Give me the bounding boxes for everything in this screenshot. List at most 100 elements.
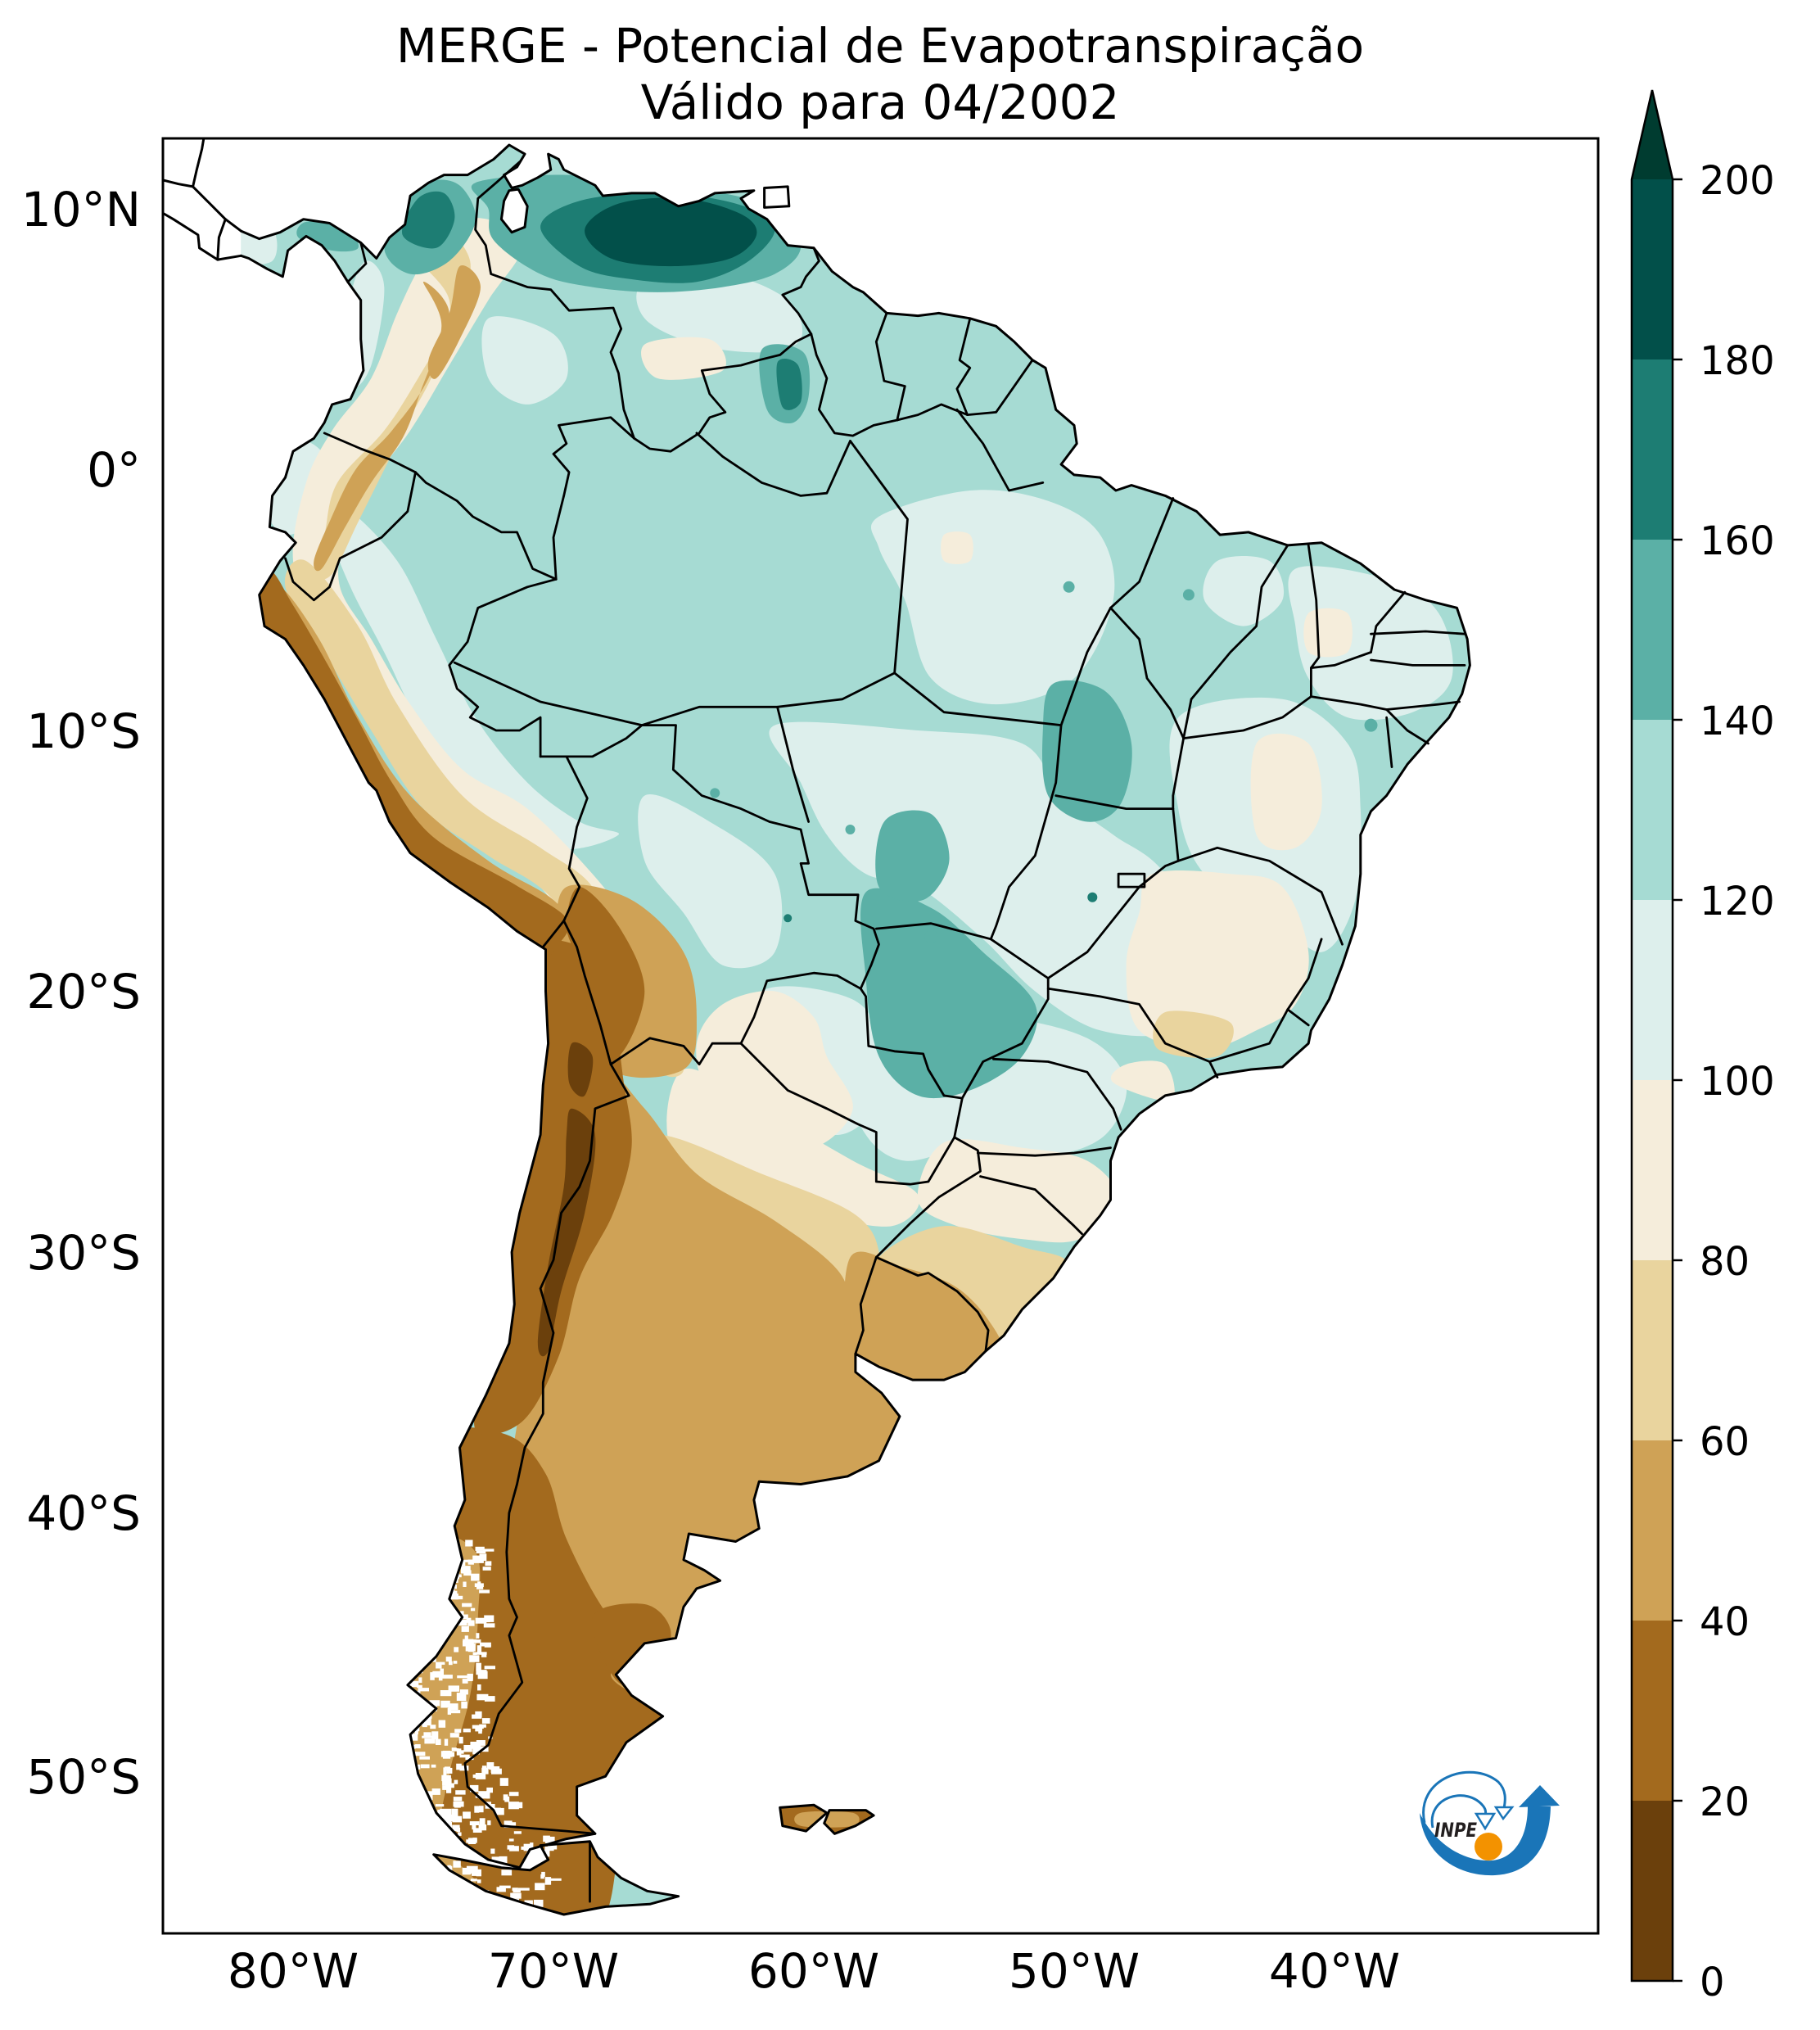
no-data-speckle xyxy=(456,1763,462,1770)
colorbar-tick-label: 60 xyxy=(1700,1419,1750,1465)
no-data-speckle xyxy=(458,1619,467,1626)
country-border xyxy=(854,1256,878,1355)
no-data-speckle xyxy=(476,1879,481,1883)
colorbar-tick-label: 100 xyxy=(1700,1059,1775,1105)
contour-region xyxy=(1250,733,1322,851)
no-data-speckle xyxy=(474,1806,480,1813)
no-data-speckle xyxy=(420,1764,430,1769)
contour-region xyxy=(1126,870,1309,1049)
colorbar-tick-label: 40 xyxy=(1700,1599,1750,1645)
y-tick-label: 50°S xyxy=(26,1749,141,1805)
no-data-speckle xyxy=(432,1671,442,1678)
no-data-speckle xyxy=(477,1684,481,1691)
no-data-speckle xyxy=(508,1822,517,1826)
no-data-speckle xyxy=(491,1856,502,1861)
country-border xyxy=(552,416,635,581)
no-data-speckle xyxy=(476,1652,487,1655)
no-data-speckle xyxy=(479,1818,485,1827)
no-data-speckle xyxy=(455,1595,463,1600)
no-data-speckle xyxy=(487,1820,491,1825)
logo-text: INPE xyxy=(1434,1819,1477,1842)
no-data-speckle xyxy=(467,1838,476,1844)
contour-region xyxy=(769,721,1231,1037)
contour-spot xyxy=(784,914,793,923)
no-data-speckle xyxy=(499,1885,511,1888)
contour-region xyxy=(870,490,1115,705)
contour-region xyxy=(941,531,973,564)
country-border xyxy=(1307,544,1321,669)
coastline-tierra-del-fuego xyxy=(432,1840,680,1916)
no-data-speckle xyxy=(462,1679,468,1684)
coastline-central-america xyxy=(163,179,195,188)
country-border xyxy=(859,987,964,1139)
no-data-speckle xyxy=(440,1815,452,1822)
coastlines xyxy=(163,138,1471,1916)
no-data-speckle xyxy=(449,1733,459,1738)
no-data-speckle xyxy=(472,1725,484,1729)
no-data-speckle xyxy=(472,1714,482,1719)
inpe-logo: INPE xyxy=(1420,1770,1560,1876)
no-data-speckle xyxy=(477,1581,481,1588)
no-data-speckle xyxy=(414,1729,418,1734)
no-data-speckle xyxy=(481,1653,487,1657)
no-data-speckle xyxy=(510,1892,522,1899)
contour-region xyxy=(875,810,950,902)
no-data-speckle xyxy=(507,1845,515,1850)
no-data-speckle xyxy=(476,1662,481,1671)
country-border xyxy=(1310,651,1372,669)
x-axis-labels: 80°W 70°W 60°W 50°W 40°W xyxy=(228,1943,1400,1999)
no-data-speckle xyxy=(496,1887,506,1892)
no-data-speckle xyxy=(421,1718,431,1726)
colorbar-outline xyxy=(1630,89,1674,1983)
island-outline xyxy=(763,185,791,209)
no-data-speckle xyxy=(472,1828,482,1833)
contour-region xyxy=(844,1251,1003,1394)
contour-spot xyxy=(845,825,856,834)
no-data-speckle xyxy=(447,1708,451,1715)
no-data-speckle xyxy=(417,1684,422,1689)
map-frame xyxy=(161,137,1600,1935)
colorbar-segment xyxy=(1632,900,1673,1080)
country-border xyxy=(453,661,644,726)
country-border xyxy=(323,432,417,474)
no-data-speckle xyxy=(407,1682,414,1686)
lake-outline xyxy=(499,188,529,234)
country-border xyxy=(541,920,566,948)
no-data-speckle xyxy=(430,1672,435,1680)
no-data-speckle xyxy=(483,1623,495,1628)
no-data-speckle xyxy=(512,1888,518,1891)
contour-region xyxy=(776,359,802,410)
no-data-speckle xyxy=(459,1689,468,1695)
coastline-central-america xyxy=(163,211,242,261)
country-border xyxy=(1172,737,1185,810)
no-data-speckle xyxy=(476,1693,489,1701)
country-border xyxy=(1172,807,1344,946)
country-border xyxy=(874,1256,990,1353)
contour-region xyxy=(567,1042,594,1097)
no-data-speckle xyxy=(453,1661,458,1664)
colorbar-tick-label: 200 xyxy=(1700,158,1775,204)
country-border xyxy=(992,1057,1122,1131)
country-border xyxy=(1385,716,1393,768)
no-data-speckle xyxy=(486,1787,493,1793)
no-data-speckle xyxy=(476,1645,482,1652)
country-border xyxy=(781,246,820,336)
country-border xyxy=(966,359,1034,416)
contour-region xyxy=(402,191,455,249)
no-data-speckle xyxy=(424,1738,436,1744)
no-data-speckle xyxy=(543,1835,550,1842)
country-border xyxy=(1370,590,1407,653)
no-data-speckle xyxy=(456,1693,467,1701)
country-border xyxy=(640,440,909,726)
no-data-speckle xyxy=(453,1797,463,1802)
y-tick-label: 0° xyxy=(87,442,141,498)
no-data-speckle xyxy=(475,1617,487,1624)
no-data-speckle xyxy=(463,1570,472,1576)
y-axis-labels: 10°N 0° 10°S 20°S 30°S 40°S 50°S xyxy=(21,182,141,1805)
no-data-speckle xyxy=(422,1735,433,1738)
contour-region xyxy=(1288,566,1453,721)
no-data-speckle xyxy=(523,1843,533,1851)
no-data-speckle xyxy=(450,1710,461,1714)
no-data-speckle xyxy=(504,1796,510,1802)
country-border xyxy=(960,938,1050,1100)
